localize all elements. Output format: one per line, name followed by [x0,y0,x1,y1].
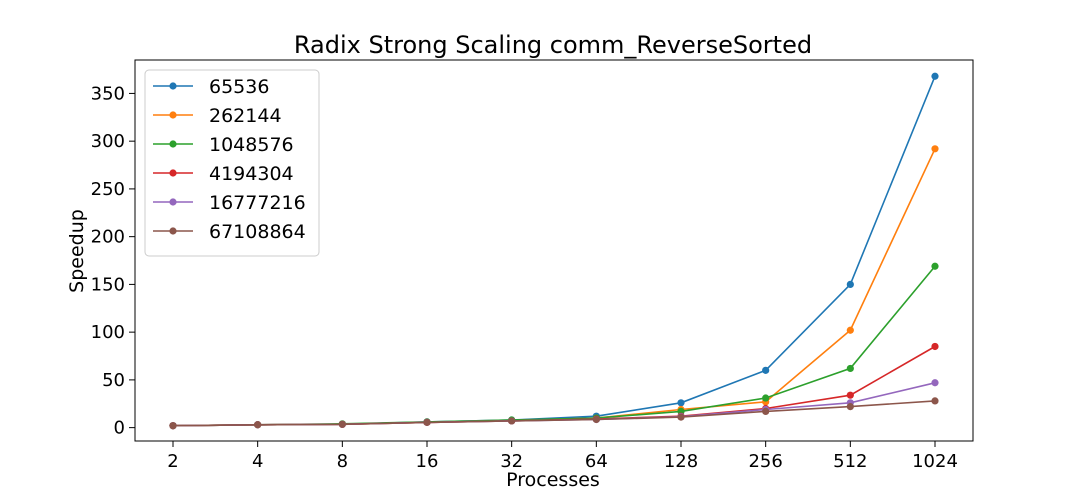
legend-marker [169,111,177,119]
data-point [338,420,346,428]
y-tick-label: 350 [91,83,125,104]
x-tick-label: 8 [337,451,348,472]
y-tick-label: 100 [91,322,125,343]
data-point [846,364,854,373]
data-point [931,72,939,80]
x-tick-label: 64 [585,451,608,472]
legend-label: 262144 [209,105,282,127]
y-tick-label: 0 [114,418,125,439]
legend-label: 65536 [209,76,269,98]
plot-frame [134,59,974,442]
data-point [762,394,770,402]
series-line [172,265,936,427]
legend-item: 65536 [153,76,269,98]
data-point [762,366,770,374]
x-tick-label: 4 [252,451,263,472]
series-4194304 [169,342,939,430]
y-tick-label: 250 [91,179,125,200]
legend-marker [169,169,177,177]
y-tick-label: 150 [91,274,125,295]
y-tick-label: 200 [91,227,125,248]
series-67108864 [169,397,939,430]
legend-label: 16777216 [209,192,306,214]
legend: 65536 262144 1048576 4194304 16777216 6710886… [144,69,320,257]
x-axis: 2 4 8 16 32 64 128 256 512 1024 [167,441,958,472]
legend-box [144,69,320,257]
legend-marker [169,140,177,148]
data-point [508,417,516,425]
data-point [762,407,770,415]
series-line [172,400,936,427]
y-tick-label: 50 [102,370,125,391]
data-point [254,421,262,429]
legend-label: 67108864 [209,221,306,243]
data-point [846,391,854,399]
data-point [931,379,939,387]
plot-area [134,59,974,442]
data-point [846,326,854,334]
legend-item: 4194304 [153,163,294,185]
x-tick-label: 128 [664,451,698,472]
data-point [677,413,685,421]
data-point [592,415,600,424]
y-axis: 0 50 100 150 200 250 300 350 [91,83,135,439]
data-point [846,403,854,411]
legend-item: 262144 [153,105,282,127]
y-axis-label: Speedup [66,209,88,293]
data-point [931,342,939,351]
legend-label: 4194304 [209,163,294,185]
y-tick-label: 300 [91,131,125,152]
data-point [423,418,431,426]
x-axis-label: Processes [506,469,600,491]
x-tick-label: 512 [833,451,867,472]
chart-title: Radix Strong Scaling comm_ReverseSorted [294,31,812,59]
data-point [931,262,939,270]
legend-label: 1048576 [209,134,294,156]
x-tick-label: 2 [167,451,178,472]
legend-item: 67108864 [153,221,306,243]
legend-marker [169,198,177,206]
legend-marker [169,227,177,235]
series-line [172,345,936,427]
legend-marker [169,82,177,90]
data-point [677,399,685,407]
series-16777216 [169,379,939,430]
data-point [931,145,939,153]
data-point [169,422,177,430]
series-layer [169,72,939,430]
legend-item: 1048576 [153,134,294,156]
x-tick-label: 256 [748,451,782,472]
x-tick-label: 32 [500,451,523,472]
data-point [931,397,939,405]
data-point [846,280,854,288]
x-tick-label: 1024 [912,451,958,472]
legend-item: 16777216 [153,192,306,214]
x-tick-label: 16 [416,451,439,472]
